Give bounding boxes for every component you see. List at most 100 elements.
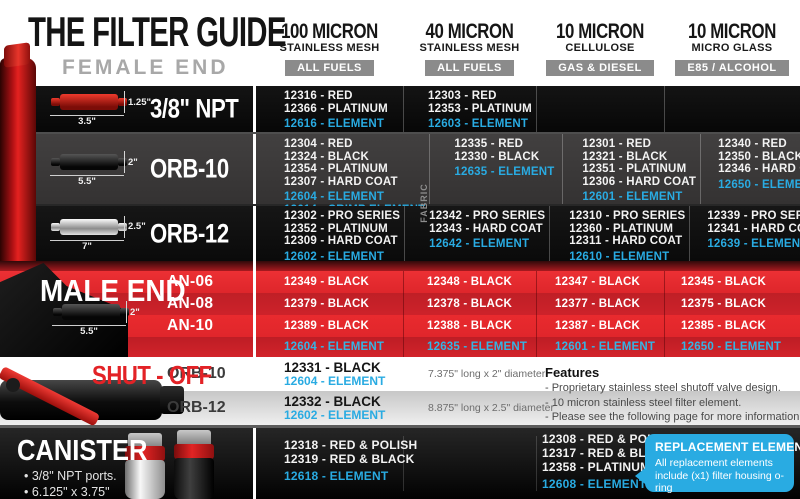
part-number: 12335 - RED: [454, 138, 524, 150]
part-number: 12324 - BLACK: [284, 150, 370, 163]
fuel-type-badge: E85 / ALCOHOL: [675, 60, 789, 76]
row-label-orb10: ORB-10: [150, 153, 229, 184]
stripe-bright: [0, 271, 800, 293]
element-number-list: 12639 - ELEMENT: [707, 238, 800, 251]
column-header-10-micron-microglass: 10 MICRON MICRO GLASS E85 / ALCOHOL: [664, 21, 800, 82]
column-header-10-micron-cellulose: 10 MICRON CELLULOSE GAS & DIESEL: [536, 21, 664, 82]
features-title: Features: [545, 365, 600, 380]
part-number: 12350 - BLACK: [718, 150, 800, 163]
male-row-elements: 12604 - ELEMENT 12635 - ELEMENT 12601 - …: [0, 337, 800, 357]
element-number: 12616 - ELEMENT: [284, 118, 385, 130]
part-number: 12308 - RED & POLISH: [542, 432, 676, 446]
cell-canister-cellulose: 12308 - RED & POLISH 12317 - RED & BLACK 1…: [542, 432, 675, 491]
row-label-orb10: ORB-10: [167, 365, 226, 382]
male-row-an06: AN-06 12349 - BLACK 12348 - BLACK 12347 …: [0, 271, 800, 293]
dimension-length: 5.5": [52, 325, 126, 337]
cell-npt-40micron: 12303 - RED 12353 - PLATINUM 12603 - ELEM…: [403, 86, 536, 132]
column-header-40-micron: 40 MICRON STAINLESS MESH ALL FUELS: [403, 21, 536, 82]
column-subtitle: MICRO GLASS: [691, 42, 773, 54]
column-divider: [403, 436, 404, 491]
fuel-type-badge: GAS & DIESEL: [546, 60, 654, 76]
size-note: 7.375" long x 2" diameter: [428, 368, 546, 380]
element-number: 12635 - ELEMENT: [454, 166, 555, 178]
part-number: 12309 - HARD COAT: [284, 235, 398, 247]
element-number-list: 12618 - ELEMENT: [284, 469, 417, 483]
part-number: 12341 - HARD COAT: [707, 222, 800, 235]
element-number: 12601 - ELEMENT: [582, 191, 683, 203]
section-divider: [253, 206, 256, 261]
part-number: 12306 - HARD COAT: [582, 175, 697, 188]
element-number: 12610 - ELEMENT: [569, 250, 670, 263]
male-filter-photo: 2" 5.5": [52, 301, 156, 337]
part-number-list: 12339 - PRO SERIES12341 - HARD COAT: [707, 210, 800, 235]
element-number-list: 12610 - ELEMENT: [569, 251, 685, 264]
female-end-table: 1.25" 3.5" 3/8" NPT 12316 - RED 12366 - P…: [0, 86, 800, 264]
element-number-list: 12642 - ELEMENT: [429, 238, 545, 251]
cell-orb10-100micron: 12304 - RED 12324 - BLACK 12354 - PLATINUM…: [256, 134, 429, 216]
part-number: 12351 - PLATINUM: [582, 163, 687, 175]
spec-bullet: • 6.125" x 3.75": [24, 485, 110, 499]
spec-bullet: • 3/8" NPT ports.: [24, 469, 117, 483]
part-number-list: 12335 - RED 12330 - BLACK: [454, 138, 558, 163]
element-number-list: 12601 - ELEMENT: [582, 191, 696, 204]
filter-body-graphic: [51, 94, 127, 110]
column-divider: [664, 271, 665, 357]
dimension-length: 3.5": [50, 115, 124, 127]
column-divider: [536, 271, 537, 357]
orb12-filter-photo: 2.5" 7": [50, 215, 154, 252]
filter-body-graphic: [51, 218, 127, 235]
part-number: 12366 - PLATINUM: [284, 102, 388, 115]
part-number: 12360 - PLATINUM: [569, 222, 674, 235]
canister-heading: CANISTER: [17, 435, 148, 467]
element-number: 12604 - ELEMENT: [284, 374, 386, 388]
female-end-heading: FEMALE END: [62, 56, 229, 79]
shutoff-heading: SHUT - OFF: [92, 360, 212, 390]
element-number: 12635 - ELEMENT: [427, 341, 528, 353]
part-number: 12330 - BLACK: [454, 150, 540, 163]
part-number: 12303 - RED: [428, 90, 497, 102]
filter-body-graphic: [53, 304, 129, 320]
element-number: 12604 - ELEMENT: [284, 341, 385, 353]
part-number: 12349 - BLACK: [284, 276, 370, 288]
column-subtitle: CELLULOSE: [565, 42, 635, 54]
element-number-list: 12602 - ELEMENT: [284, 251, 400, 264]
cell-orb12-microglass: 12339 - PRO SERIES12341 - HARD COAT 1263…: [689, 206, 800, 261]
features-list: - Proprietary stainless steel shutoff va…: [545, 381, 799, 425]
stripe-dark: [0, 337, 800, 357]
element-number: 12618 - ELEMENT: [284, 469, 389, 483]
part-number: 12316 - RED: [284, 90, 353, 102]
mounting-bracket: [128, 433, 162, 448]
element-number: 12601 - ELEMENT: [555, 341, 656, 353]
stripe-bright: [0, 315, 800, 337]
table-row-orb12: 2.5" 7" ORB-12 12302 - PRO SERIES 12352 -…: [0, 206, 800, 264]
part-number: 12342 - PRO SERIES: [429, 210, 546, 222]
row-label-orb12: ORB-12: [150, 218, 229, 248]
callout-title: REPLACEMENT ELEMENTS: [655, 440, 800, 454]
part-number-list: 12301 - RED 12321 - BLACK 12351 - PLATINUM…: [582, 138, 696, 188]
part-number: 12304 - RED: [284, 138, 353, 150]
part-number-list: 12308 - RED & POLISH 12317 - RED & BLACK 1…: [542, 432, 675, 474]
part-number: 12321 - BLACK: [582, 150, 668, 163]
replacement-elements-callout: REPLACEMENT ELEMENTS All replacement ele…: [635, 434, 800, 494]
part-number: 12388 - BLACK: [427, 320, 513, 332]
part-number: 12348 - BLACK: [427, 276, 513, 288]
table-row-orb10: 2" 5.5" ORB-10 12304 - RED 12324 - BLACK 1…: [0, 134, 800, 216]
part-number-list: 12302 - PRO SERIES 12352 - PLATINUM 12309 …: [284, 210, 400, 248]
red-filter-photo: [0, 58, 36, 261]
cell-npt-100micron: 12316 - RED 12366 - PLATINUM 12616 - ELEM…: [256, 86, 403, 132]
part-number: 12346 - HARD COAT: [718, 163, 800, 175]
canister-photo-black: [172, 428, 216, 499]
column-divider: [403, 271, 404, 357]
column-header-100-micron: 100 MICRON STAINLESS MESH ALL FUELS: [256, 21, 403, 82]
element-number: 12650 - ELEMENT: [681, 341, 782, 353]
shutoff-valve-cap: [160, 386, 184, 414]
element-number-list: 12650 - ELEMENT: [718, 179, 800, 192]
element-number-list: 12635 - ELEMENT: [454, 166, 558, 179]
row-label-an08: AN-08: [167, 295, 214, 312]
part-number: 12358 - PLATINUM: [542, 460, 651, 474]
element-number: 12602 - ELEMENT: [284, 408, 386, 422]
fuel-type-badge: ALL FUELS: [285, 60, 374, 76]
page-header: THE FILTER GUIDE FEMALE END 100 MICRON S…: [0, 0, 800, 86]
